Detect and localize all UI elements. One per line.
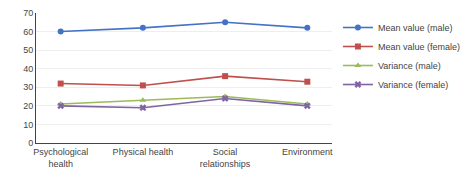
svg-text:Variance (male): Variance (male)	[378, 61, 441, 71]
svg-text:70: 70	[23, 8, 33, 18]
svg-text:Mean value (female): Mean value (female)	[378, 42, 460, 52]
svg-text:60: 60	[23, 27, 33, 37]
svg-text:30: 30	[23, 82, 33, 92]
svg-text:Variance (female): Variance (female)	[378, 80, 448, 90]
svg-text:Psychologicalhealth: Psychologicalhealth	[33, 147, 88, 169]
svg-text:Environment: Environment	[282, 147, 333, 157]
svg-text:Socialrelationships: Socialrelationships	[200, 147, 251, 169]
svg-text:40: 40	[23, 64, 33, 74]
svg-text:0: 0	[28, 138, 33, 148]
svg-text:20: 20	[23, 101, 33, 111]
svg-text:10: 10	[23, 120, 33, 130]
svg-text:Mean value (male): Mean value (male)	[378, 23, 453, 33]
svg-text:50: 50	[23, 45, 33, 55]
svg-text:Physical health: Physical health	[113, 147, 174, 157]
